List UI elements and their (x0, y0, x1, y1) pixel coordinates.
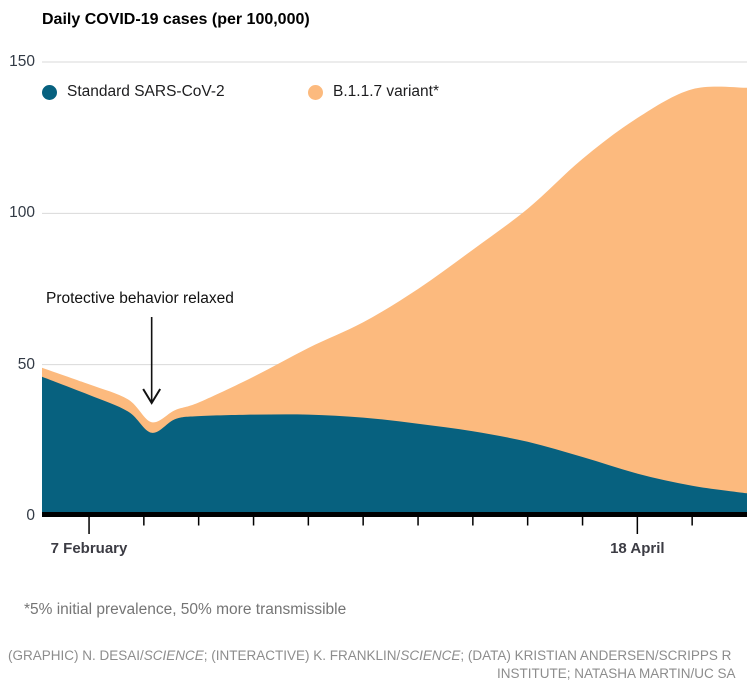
x-axis-tick (362, 517, 364, 526)
x-axis-tick (417, 517, 419, 526)
legend-swatch-variant-icon (308, 84, 323, 100)
x-axis-tick (472, 517, 474, 526)
legend-item-standard: Standard SARS-CoV-2 (42, 83, 225, 101)
x-axis-tick (526, 517, 529, 526)
credit-segment: ; (DATA) KRISTIAN ANDERSEN/SCRIPPS R (460, 648, 732, 663)
x-axis-tick (143, 517, 145, 526)
x-axis-tick (581, 517, 584, 526)
credit-segment: SCIENCE (400, 648, 461, 663)
y-axis-tick-label: 150 (9, 53, 35, 70)
legend-swatch-standard-icon (42, 84, 57, 100)
x-axis-line (42, 512, 747, 517)
annotation-arrow-head (142, 388, 162, 405)
legend-label-variant: B.1.1.7 variant* (333, 83, 439, 100)
x-axis-tick (197, 517, 200, 526)
x-axis-tick (88, 517, 90, 534)
footnote: *5% initial prevalence, 50% more transmi… (24, 601, 347, 618)
x-axis-tick (307, 517, 310, 526)
credit-segment: SCIENCE (143, 648, 204, 663)
credits-line2: INSTITUTE; NATASHA MARTIN/UC SA (497, 666, 736, 681)
credits-line1: (GRAPHIC) N. DESAI/SCIENCE; (INTERACTIVE… (8, 648, 731, 663)
y-axis-tick-label: 100 (9, 204, 35, 222)
y-axis-tick-label: 0 (26, 507, 35, 524)
annotation-text: Protective behavior relaxed (46, 290, 234, 307)
area-standard (42, 376, 747, 516)
area-variant (42, 86, 747, 517)
legend-item-variant: B.1.1.7 variant* (308, 83, 439, 101)
x-axis-date-label: 18 April (610, 540, 665, 557)
credit-segment: (GRAPHIC) N. DESAI/ (8, 648, 144, 663)
chart-title: Daily COVID-19 cases (per 100,000) (42, 11, 310, 28)
credit-segment: ; (INTERACTIVE) K. FRANKLIN/ (203, 648, 401, 663)
x-axis-tick (691, 517, 693, 526)
x-axis-tick (252, 517, 255, 526)
x-axis-date-label: 7 February (50, 540, 128, 557)
legend-label-standard: Standard SARS-CoV-2 (67, 83, 225, 100)
y-axis-tick-label: 50 (17, 355, 35, 373)
x-axis-tick (636, 517, 639, 534)
